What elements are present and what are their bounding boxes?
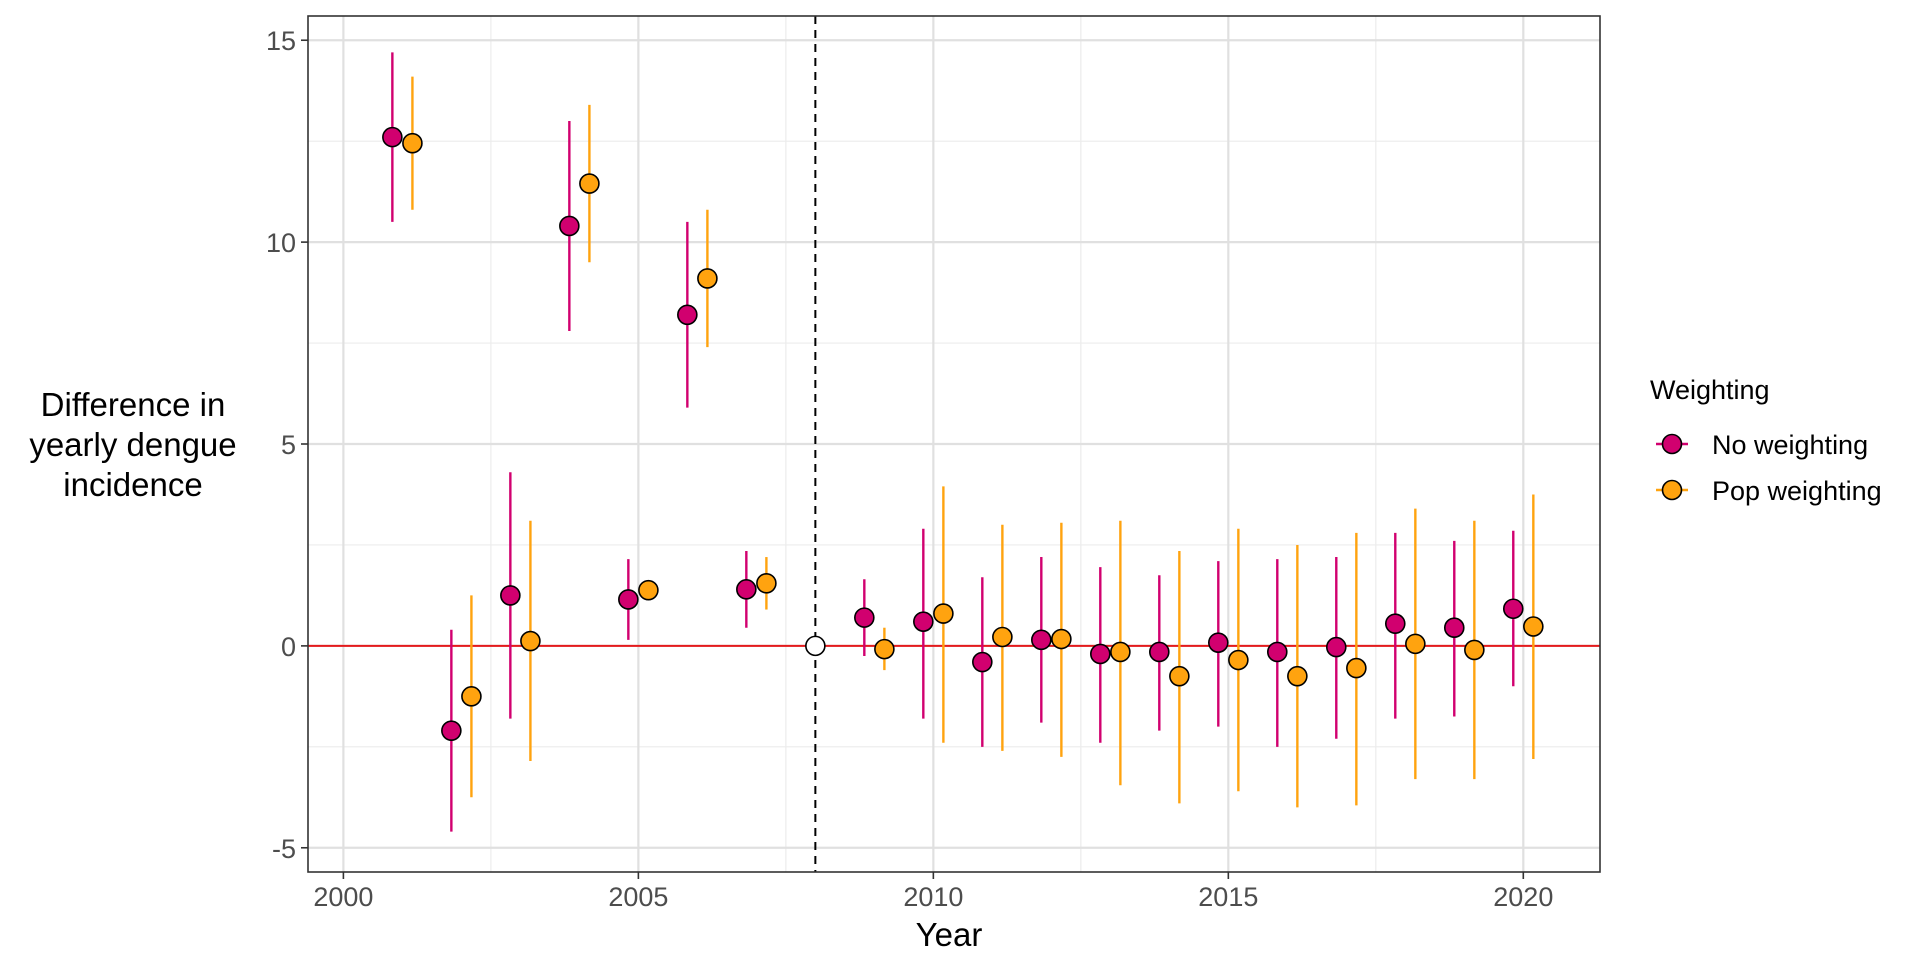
x-tick-label: 2020 [1493,882,1553,912]
data-point [697,268,718,289]
data-point [972,651,993,673]
series-no-weighting [382,52,1524,832]
data-point [1523,616,1544,637]
data-point [1464,639,1485,661]
data-point [382,126,403,148]
y-axis-title-line: yearly dengue [29,426,236,463]
y-tick-label: -5 [272,834,296,864]
data-point [1207,632,1229,653]
legend-label: No weighting [1712,430,1868,460]
data-point [1051,628,1072,650]
data-point [1169,665,1190,687]
data-point [933,603,954,624]
data-point [559,215,580,237]
y-axis-title-line: incidence [63,466,202,503]
y-axis-title-line: Difference in [41,386,226,423]
data-point [638,579,659,601]
data-point [1110,641,1131,663]
data-point [579,173,600,194]
data-point [1149,641,1170,663]
data-point [1502,598,1524,620]
data-point [913,611,934,632]
data-point [1287,665,1308,687]
legend-title: Weighting [1650,375,1770,405]
data-point [1031,629,1052,651]
data-point [736,579,757,600]
legend-key-point [1661,433,1683,455]
legend-item: No weighting [1656,430,1868,460]
x-tick-label: 2015 [1198,882,1258,912]
data-point [992,626,1013,648]
data-point [441,720,462,741]
axes: 2000 2005 2010 2015 2020 -5 0 5 10 15 Year Differen… [29,15,1601,953]
x-axis-title: Year [916,916,983,953]
data-point [1266,641,1288,663]
data-point [756,573,777,594]
legend: Weighting No weighting Pop weighting [1650,375,1882,506]
data-point [1090,643,1111,665]
data-point [1405,633,1426,655]
data-point [874,638,895,660]
data-point [402,132,423,154]
data-point [1346,657,1367,679]
legend-item: Pop weighting [1656,476,1882,506]
grid [308,16,1600,872]
y-tick-label: 15 [266,26,296,56]
data-point [854,607,875,628]
data-point [1384,613,1406,634]
x-tick-label: 2010 [903,882,963,912]
y-tick-label: 10 [266,228,296,258]
data-marks [382,52,1544,832]
data-point [461,686,482,707]
data-point [520,630,541,652]
data-point [1325,636,1347,658]
x-tick-label: 2000 [313,882,373,912]
reference-point [805,635,826,657]
data-point [1228,649,1249,671]
y-tick-label: 0 [281,632,296,662]
legend-key-point [1661,479,1683,501]
x-tick-label: 2005 [608,882,668,912]
legend-label: Pop weighting [1712,476,1882,506]
data-point [500,585,521,606]
data-point [618,589,639,610]
data-point [1443,617,1465,639]
data-point [677,304,698,326]
series-pop-weighting [402,76,1544,808]
y-tick-label: 5 [281,430,296,460]
